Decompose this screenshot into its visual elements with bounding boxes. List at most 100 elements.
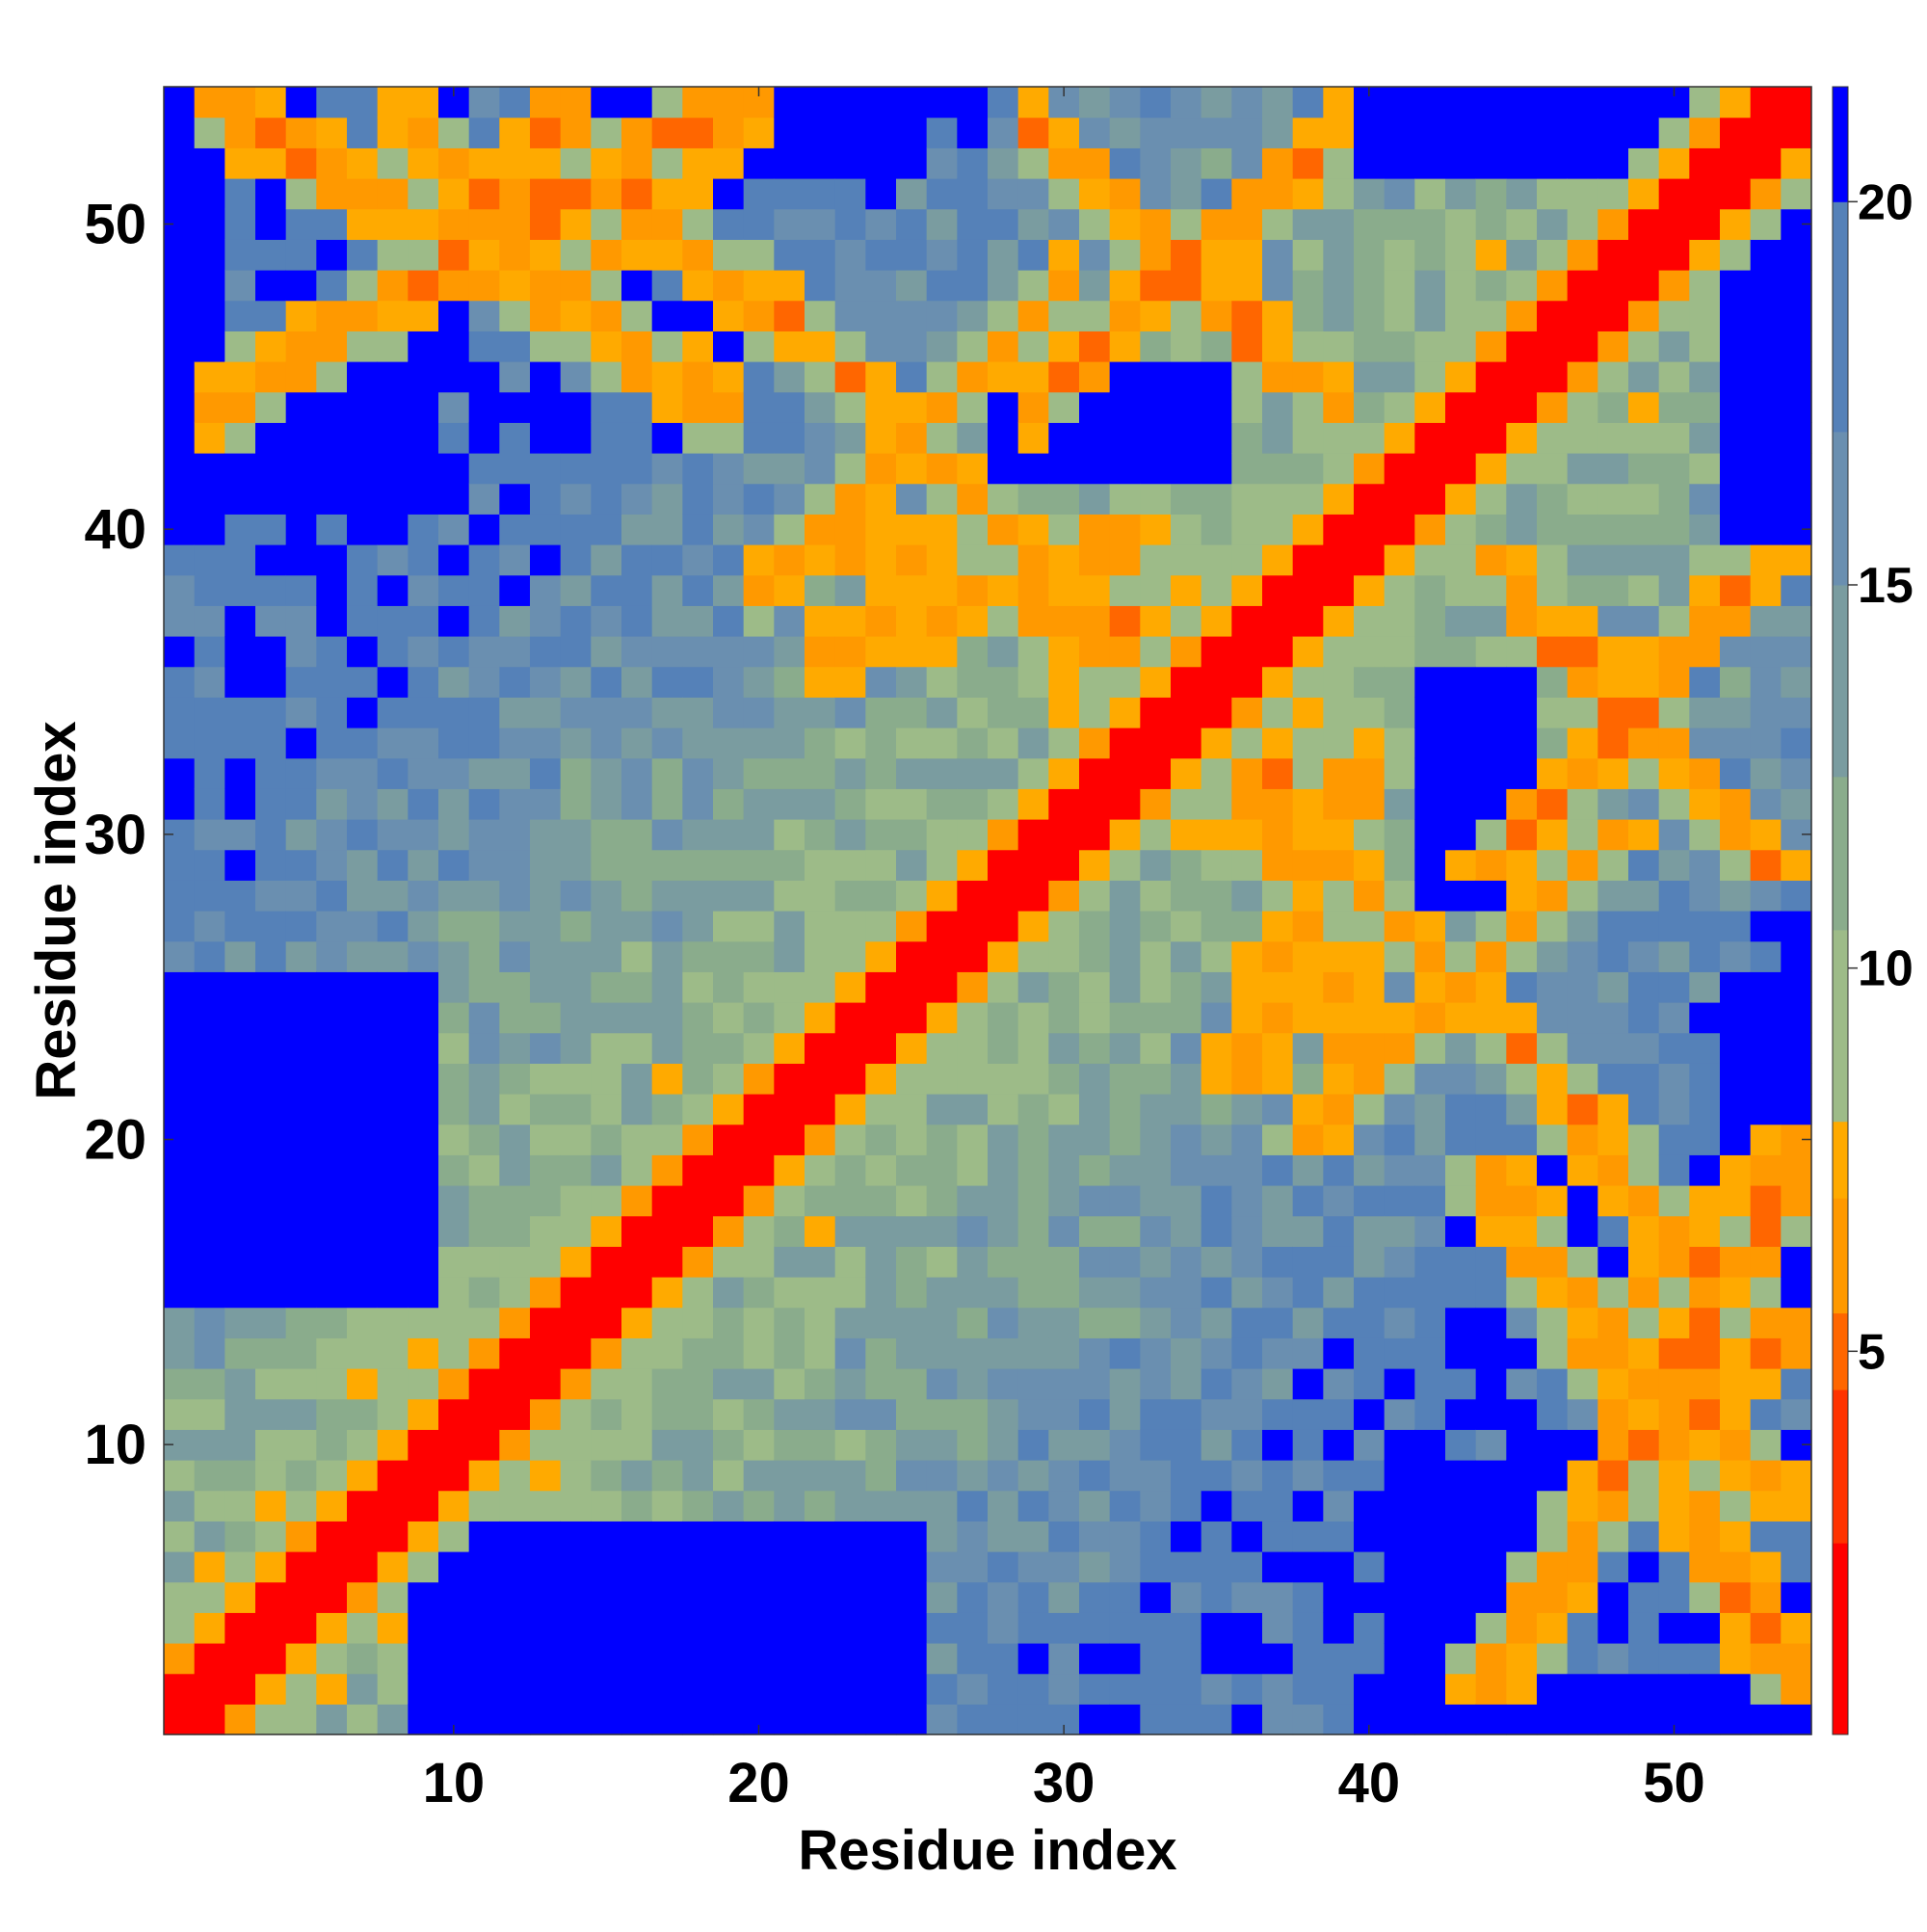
heatmap-cell	[835, 331, 866, 361]
heatmap-cell	[1414, 1337, 1445, 1368]
heatmap-cell	[652, 819, 683, 850]
heatmap-cell	[1628, 1277, 1659, 1308]
heatmap-cell	[927, 239, 958, 270]
heatmap-cell	[1262, 1277, 1293, 1308]
heatmap-cell	[1689, 1521, 1720, 1551]
heatmap-cell	[1293, 1337, 1324, 1368]
heatmap-cell	[957, 1674, 988, 1705]
heatmap-cell	[1231, 1704, 1262, 1734]
heatmap-cell	[1354, 361, 1385, 392]
heatmap-cell	[774, 1216, 805, 1247]
heatmap-cell	[1751, 87, 1782, 118]
heatmap-cell	[1659, 178, 1690, 209]
heatmap-cell	[1537, 1063, 1568, 1094]
heatmap-cell	[927, 575, 958, 606]
heatmap-cell	[1171, 178, 1201, 209]
heatmap-cell	[378, 605, 409, 636]
heatmap-cell	[255, 239, 286, 270]
heatmap-cell	[1414, 1368, 1445, 1399]
heatmap-cell	[1597, 1308, 1628, 1338]
heatmap-cell	[1354, 1002, 1385, 1033]
heatmap-cell	[957, 1460, 988, 1491]
heatmap-cell	[1751, 1704, 1782, 1734]
heatmap-cell	[316, 1125, 347, 1155]
heatmap-cell	[988, 1063, 1018, 1094]
heatmap-cell	[1385, 1337, 1415, 1368]
heatmap-cell	[1414, 1002, 1445, 1033]
heatmap-cell	[1568, 392, 1598, 423]
heatmap-cell	[1445, 422, 1476, 453]
heatmap-cell	[1171, 636, 1201, 667]
heatmap-cell	[378, 361, 409, 392]
heatmap-cell	[865, 850, 896, 881]
heatmap-cell	[530, 239, 561, 270]
heatmap-cell	[774, 575, 805, 606]
heatmap-cell	[224, 1704, 255, 1734]
heatmap-cell	[957, 1337, 988, 1368]
heatmap-cell	[561, 636, 592, 667]
heatmap-cell	[378, 1033, 409, 1064]
heatmap-cell	[1628, 270, 1659, 301]
heatmap-cell	[1231, 361, 1262, 392]
heatmap-cell	[1781, 1674, 1811, 1705]
heatmap-cell	[896, 1704, 927, 1734]
heatmap-cell	[988, 301, 1018, 331]
heatmap-cell	[1048, 1643, 1079, 1674]
heatmap-cell	[561, 392, 592, 423]
heatmap-cell	[286, 361, 317, 392]
heatmap-cell	[499, 636, 530, 667]
heatmap-cell	[713, 575, 744, 606]
heatmap-cell	[652, 1277, 683, 1308]
heatmap-cell	[1751, 422, 1782, 453]
heatmap-cell	[1506, 880, 1537, 911]
heatmap-cell	[865, 209, 896, 240]
heatmap-cell	[469, 1460, 500, 1491]
heatmap-cell	[865, 1582, 896, 1613]
heatmap-cell	[1171, 1033, 1201, 1064]
heatmap-cell	[1628, 1429, 1659, 1460]
heatmap-cell	[957, 484, 988, 515]
heatmap-cell	[1720, 1246, 1751, 1277]
heatmap-cell	[652, 514, 683, 544]
heatmap-cell	[774, 1643, 805, 1674]
heatmap-cell	[1506, 87, 1537, 118]
heatmap-cell	[530, 728, 561, 758]
heatmap-cell	[1628, 1094, 1659, 1125]
heatmap-cell	[1476, 850, 1507, 881]
heatmap-cell	[1568, 178, 1598, 209]
heatmap-cell	[1048, 178, 1079, 209]
heatmap-cell	[805, 1674, 835, 1705]
heatmap-cell	[469, 667, 500, 698]
heatmap-cell	[286, 1094, 317, 1125]
heatmap-cell	[1445, 1002, 1476, 1033]
heatmap-cell	[408, 1094, 438, 1125]
heatmap-cell	[896, 758, 927, 789]
heatmap-cell	[469, 453, 500, 484]
heatmap-cell	[561, 118, 592, 148]
heatmap-cell	[1414, 667, 1445, 698]
heatmap-cell	[1171, 147, 1201, 178]
heatmap-cell	[1354, 1643, 1385, 1674]
heatmap-cell	[957, 87, 988, 118]
heatmap-cell	[1506, 667, 1537, 698]
heatmap-cell	[774, 1308, 805, 1338]
heatmap-cell	[835, 118, 866, 148]
heatmap-cell	[1385, 697, 1415, 728]
heatmap-cell	[1262, 87, 1293, 118]
heatmap-cell	[561, 728, 592, 758]
heatmap-cell	[835, 1612, 866, 1643]
heatmap-cell	[224, 361, 255, 392]
heatmap-cell	[316, 178, 347, 209]
heatmap-cell	[1568, 911, 1598, 941]
heatmap-cell	[1323, 544, 1354, 575]
heatmap-cell	[1140, 209, 1171, 240]
heatmap-cell	[1385, 1185, 1415, 1216]
heatmap-cell	[1628, 1063, 1659, 1094]
heatmap-cell	[408, 1246, 438, 1277]
heatmap-cell	[682, 697, 713, 728]
heatmap-cell	[1354, 270, 1385, 301]
heatmap-cell	[1689, 331, 1720, 361]
heatmap-cell	[530, 118, 561, 148]
heatmap-cell	[1568, 1674, 1598, 1705]
heatmap-cell	[591, 880, 621, 911]
